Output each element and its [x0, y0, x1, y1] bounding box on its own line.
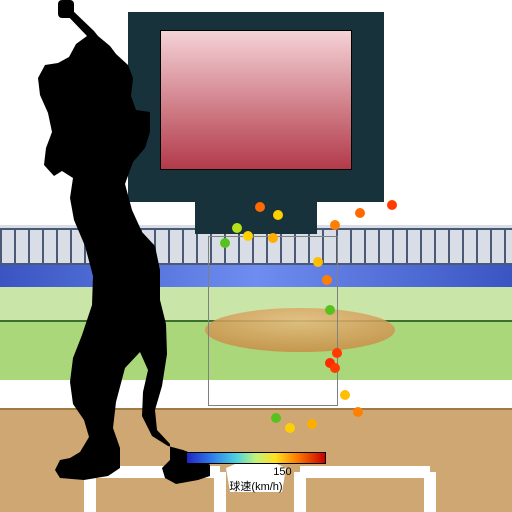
legend-axis-label: 球速(km/h): [186, 478, 326, 494]
legend-tick: 150: [273, 466, 291, 478]
legend-gradient: [186, 452, 326, 464]
batter-silhouette: [0, 0, 512, 512]
pitch-chart: 100 150 球速(km/h): [0, 0, 512, 512]
legend-tick: 100: [186, 466, 204, 478]
legend-ticks: 100 150: [186, 466, 326, 478]
speed-legend: 100 150 球速(km/h): [186, 452, 326, 494]
